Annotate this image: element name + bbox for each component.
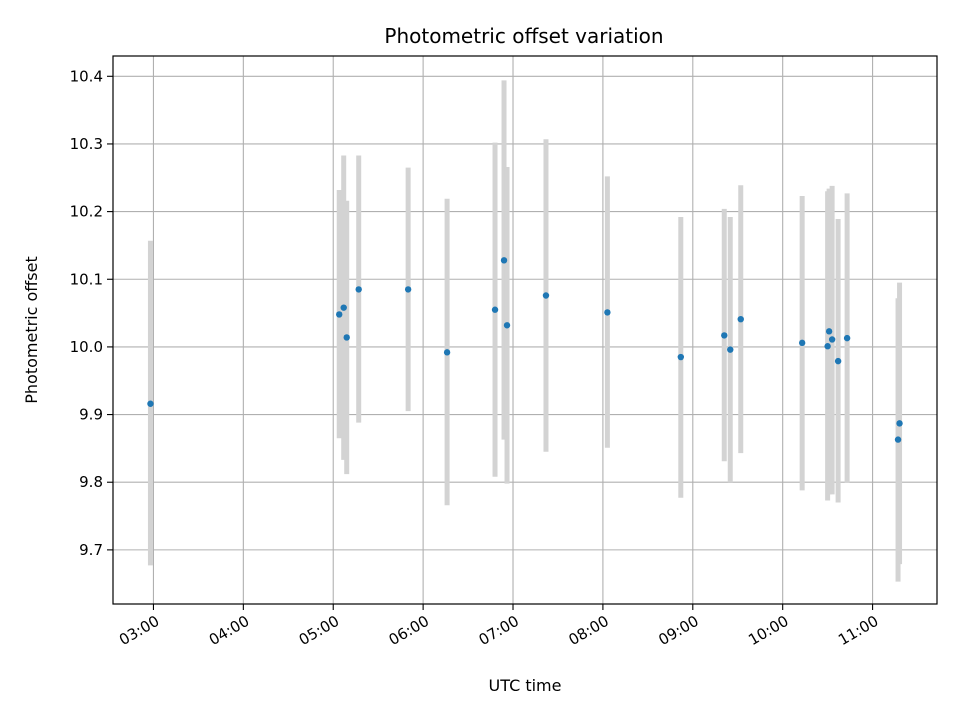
data-point (542, 292, 550, 299)
y-tick-label: 10.0 (70, 338, 103, 356)
data-point (721, 332, 728, 339)
data-point (677, 353, 685, 361)
data-point (355, 286, 362, 293)
y-tick-label: 10.1 (70, 270, 103, 288)
y-tick-label: 10.4 (70, 67, 103, 85)
x-tick-label: 11:00 (835, 612, 881, 649)
y-axis: 9.7 9.8 9.9 10.0 10.1 10.2 10.3 10.4 (70, 67, 113, 559)
error-bars (147, 80, 903, 582)
y-tick-label: 9.7 (79, 541, 103, 559)
data-point (404, 286, 412, 293)
x-tick-label: 09:00 (655, 612, 701, 649)
y-tick-label: 9.9 (79, 406, 103, 424)
data-point (727, 346, 734, 353)
data-points (147, 257, 903, 443)
y-tick-label: 10.3 (70, 135, 103, 153)
x-tick-label: 07:00 (476, 612, 522, 649)
data-point (604, 309, 611, 316)
data-point (443, 349, 451, 356)
data-point (894, 436, 902, 443)
x-axis-title: UTC time (489, 676, 562, 695)
data-point (340, 304, 347, 311)
data-point (503, 322, 511, 329)
data-point (896, 420, 903, 427)
x-tick-label: 03:00 (116, 612, 162, 649)
data-point (147, 400, 154, 407)
y-tick-label: 10.2 (70, 203, 103, 221)
x-tick-label: 04:00 (206, 612, 252, 649)
data-point (843, 334, 851, 342)
x-tick-label: 08:00 (565, 612, 611, 649)
data-point (798, 339, 806, 347)
data-point (737, 315, 744, 323)
plot-frame (112, 55, 938, 605)
data-point (828, 336, 836, 343)
data-point (834, 357, 842, 365)
data-point (824, 343, 831, 350)
data-point (336, 311, 343, 318)
grid-lines (113, 56, 937, 604)
x-tick-label: 10:00 (745, 612, 791, 649)
x-tick-label: 06:00 (386, 612, 432, 649)
data-point (825, 328, 833, 335)
data-point (343, 334, 350, 341)
x-tick-label: 05:00 (296, 612, 342, 649)
y-tick-label: 9.8 (79, 473, 103, 491)
data-point (500, 257, 508, 264)
y-axis-title: Photometric offset (22, 256, 41, 404)
x-axis: 03:00 04:00 05:00 06:00 07:00 08:00 09:00 10:00… (116, 604, 882, 649)
chart-title: Photometric offset variation (384, 24, 663, 48)
data-point (491, 306, 499, 313)
